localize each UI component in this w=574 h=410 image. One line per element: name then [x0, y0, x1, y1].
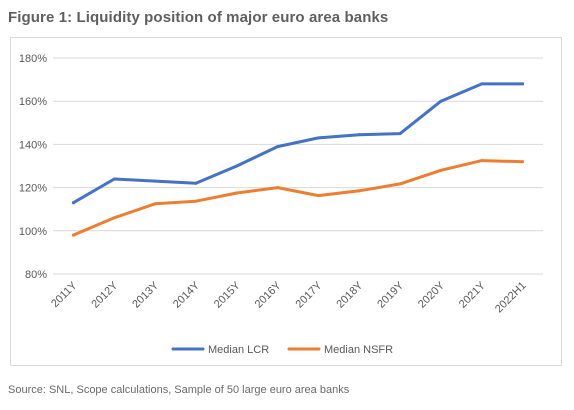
legend-median-nsfr: Median NSFR	[287, 344, 393, 356]
line-chart: 80%100%120%140%160%180% 2011Y 2012Y 2013Y 2…	[19, 53, 543, 356]
data-point	[398, 182, 402, 186]
data-point	[71, 233, 75, 237]
chart-frame: 80% 100% 120% 140% 160% 180% 2011Y 2012Y 2013Y 2…	[10, 37, 562, 366]
series-line-median-lcr	[71, 82, 525, 205]
y-tick-label: 100%	[19, 226, 47, 238]
data-point	[194, 199, 198, 203]
legend-label: Median LCR	[208, 344, 269, 356]
x-tick-label: 2015Y	[212, 279, 243, 310]
data-point	[521, 160, 525, 164]
x-axis-ticks: 2011Y 2012Y 2013Y 2014Y 2015Y 2016Y 2017Y 2018Y…	[49, 279, 529, 315]
data-point	[480, 82, 484, 86]
data-point	[112, 216, 116, 220]
source-note: Source: SNL, Scope calculations, Sample …	[8, 384, 350, 396]
data-point	[194, 181, 198, 185]
data-point	[112, 177, 116, 181]
legend: Median LCR Median NSFR	[171, 344, 393, 356]
data-point	[439, 99, 443, 103]
x-tick-label: 2022H1	[493, 280, 529, 316]
y-tick-label: 140%	[19, 139, 47, 151]
x-tick-label: 2017Y	[294, 279, 325, 310]
x-tick-label: 2019Y	[375, 279, 406, 310]
gridlines	[53, 57, 543, 275]
data-point	[357, 133, 361, 137]
data-point	[153, 202, 157, 206]
x-tick-label: 2018Y	[334, 279, 365, 310]
data-point	[235, 191, 239, 195]
data-point	[316, 194, 320, 198]
figure-title: Figure 1: Liquidity position of major eu…	[8, 9, 389, 26]
y-axis-ticks: 80% 100% 120% 140% 160% 180%	[19, 53, 47, 281]
data-point	[316, 136, 320, 140]
x-tick-label: 2013Y	[130, 279, 161, 310]
data-point	[521, 82, 525, 86]
data-point	[276, 145, 280, 149]
x-tick-label: 2014Y	[171, 279, 202, 310]
legend-median-lcr: Median LCR	[171, 344, 269, 356]
y-tick-label: 160%	[19, 96, 47, 108]
legend-label: Median NSFR	[324, 344, 393, 356]
series-lines	[71, 82, 525, 237]
data-point	[439, 168, 443, 172]
data-point	[357, 189, 361, 193]
data-point	[276, 186, 280, 190]
x-tick-label: 2021Y	[457, 279, 488, 310]
x-tick-label: 2016Y	[253, 279, 284, 310]
x-tick-label: 2020Y	[416, 279, 447, 310]
data-point	[71, 201, 75, 205]
x-tick-label: 2012Y	[89, 279, 120, 310]
data-point	[153, 179, 157, 183]
x-tick-label: 2011Y	[49, 279, 80, 310]
data-point	[235, 164, 239, 168]
data-point	[480, 159, 484, 163]
y-tick-label: 120%	[19, 183, 47, 195]
series-line-median-nsfr	[71, 159, 525, 237]
y-tick-label: 180%	[19, 53, 47, 65]
y-tick-label: 80%	[25, 269, 47, 281]
data-point	[398, 132, 402, 136]
